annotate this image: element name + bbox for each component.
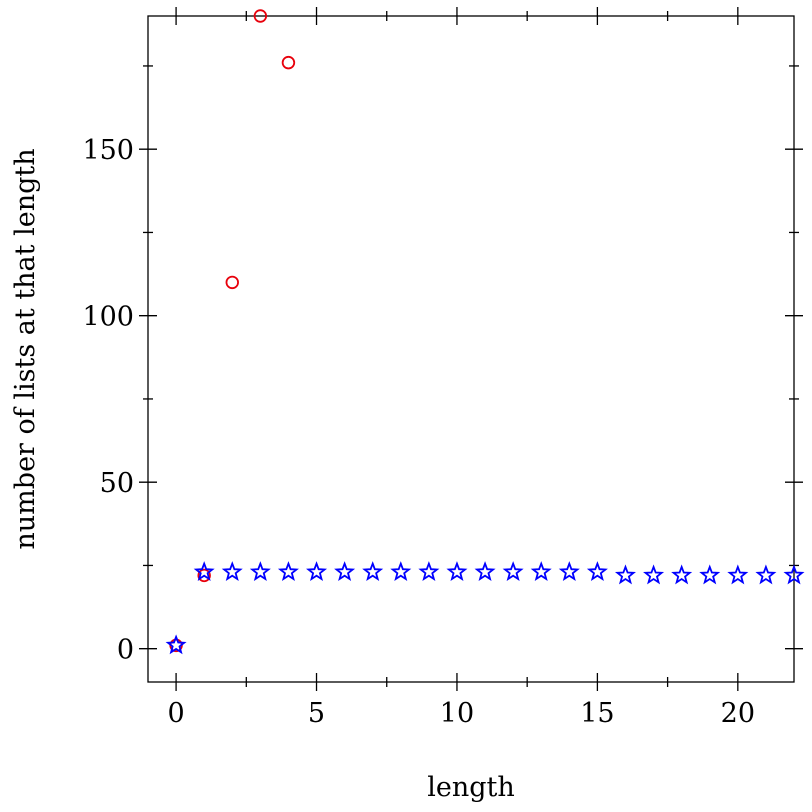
y-axis-label: number of lists at that length <box>10 148 41 549</box>
plot-frame <box>147 15 795 683</box>
star-point <box>418 561 440 582</box>
star-point <box>783 564 805 585</box>
star-point <box>334 561 356 582</box>
star-point <box>755 564 777 585</box>
circle-point <box>197 568 211 583</box>
data-points <box>165 9 805 655</box>
y-tick-label: 150 <box>82 135 134 166</box>
star-point <box>249 561 271 582</box>
circle-point <box>225 275 239 290</box>
y-tick-label: 50 <box>100 468 134 499</box>
x-tick-label: 10 <box>440 698 474 729</box>
x-axis-label: length <box>427 772 515 803</box>
tick-labels: 0 5 10 15 20 0 50 100 150 <box>82 135 755 729</box>
star-point <box>558 561 580 582</box>
star-point <box>193 561 215 582</box>
star-point <box>390 561 412 582</box>
x-tick-label: 15 <box>580 698 614 729</box>
x-tick-label: 5 <box>308 698 325 729</box>
star-point <box>671 564 693 585</box>
star-point <box>727 564 749 585</box>
x-tick-label: 20 <box>721 698 755 729</box>
y-tick-label: 0 <box>117 635 134 666</box>
star-point <box>446 561 468 582</box>
circle-point <box>281 55 296 70</box>
star-point <box>165 634 187 655</box>
star-point <box>306 561 328 582</box>
star-point <box>502 561 524 582</box>
y-tick-label: 100 <box>82 302 134 333</box>
axis-ticks <box>139 7 803 691</box>
star-point <box>474 561 496 582</box>
x-tick-label: 0 <box>167 698 184 729</box>
star-point <box>362 561 384 582</box>
star-point <box>530 561 552 582</box>
star-point <box>277 561 299 582</box>
circle-point <box>253 9 268 23</box>
star-point <box>221 561 243 582</box>
star-point <box>643 564 665 585</box>
star-point <box>614 564 636 585</box>
star-point <box>699 564 721 585</box>
star-point <box>586 561 608 582</box>
